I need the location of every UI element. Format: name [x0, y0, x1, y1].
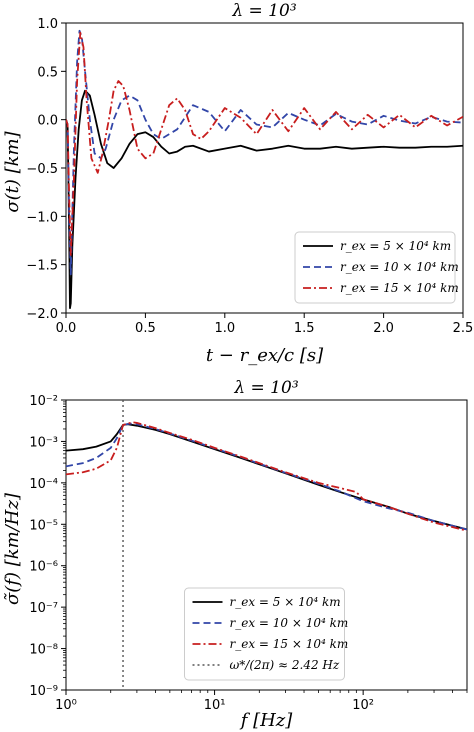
- y-tick-label: 10⁻⁵: [29, 518, 58, 533]
- x-tick-label: 0.5: [135, 321, 156, 336]
- x-tick-label: 2.0: [373, 321, 394, 336]
- legend-box: [294, 231, 456, 304]
- legend-entry-3: r_ex = 15 × 10⁴ km: [230, 637, 349, 651]
- series-group: [66, 421, 467, 532]
- bottom-frequency-domain-plot: 10⁰ 10¹ 10² 10⁻⁹ 10⁻⁸ 10⁻⁷ 10⁻⁶ 10⁻⁵ 10⁻⁴ 10⁻³ 10⁻…: [2, 378, 468, 731]
- y-tick-label: −1.5: [26, 259, 58, 274]
- x-axis-label: f [Hz]: [239, 710, 294, 731]
- legend-entry-3: r_ex = 15 × 10⁴ km: [340, 281, 459, 295]
- y-tick-label: 1.0: [37, 17, 58, 32]
- series-line-3: [66, 421, 467, 532]
- y-tick-label: −1.0: [26, 210, 58, 225]
- y-tick-label: −0.5: [26, 162, 58, 177]
- series-line-2: [66, 422, 467, 531]
- legend: r_ex = 5 × 10⁴ km r_ex = 10 × 10⁴ km r_ex …: [294, 231, 459, 304]
- y-tick-label: 10⁻⁸: [29, 643, 58, 658]
- y-tick-label: 10⁻⁶: [29, 560, 58, 575]
- series-line-1: [66, 89, 463, 310]
- legend: r_ex = 5 × 10⁴ km r_ex = 10 × 10⁴ km r_ex …: [184, 587, 349, 681]
- y-tick-label: −2.0: [26, 307, 58, 322]
- top-time-domain-plot: 0.0 0.5 1.0 1.5 2.0 2.5 −2.0 −1.5 −1.0 −0.5 0.0 0.5…: [2, 1, 473, 366]
- y-tick-label: 10⁻⁷: [29, 601, 58, 616]
- y-tick-label: 0.5: [37, 65, 58, 80]
- series-line-3: [66, 31, 463, 256]
- x-tick-label: 10⁰: [55, 698, 77, 713]
- legend-entry-4: ω*/(2π) ≈ 2.42 Hz: [230, 658, 340, 672]
- y-tick-label: 10⁻³: [29, 435, 58, 450]
- y-tick-label: 0.0: [37, 114, 58, 129]
- y-tick-label: 10⁻²: [29, 394, 58, 409]
- series-group: [66, 29, 463, 310]
- y-tick-label: 10⁻⁴: [29, 477, 58, 492]
- x-tick-label: 2.5: [453, 321, 474, 336]
- plot-frame: [65, 399, 468, 691]
- x-tick-label: 0.0: [56, 321, 77, 336]
- legend-entry-2: r_ex = 10 × 10⁴ km: [230, 616, 349, 630]
- y-axis-label: σ̃(f) [km/Hz]: [2, 492, 23, 605]
- legend-entry-1: r_ex = 5 × 10⁴ km: [230, 595, 341, 609]
- legend-entry-1: r_ex = 5 × 10⁴ km: [340, 239, 451, 253]
- chart-title: λ = 10³: [233, 378, 298, 398]
- x-tick-label: 10¹: [204, 698, 226, 713]
- x-axis-label: t − r_ex/c [s]: [206, 345, 324, 366]
- legend-box: [184, 587, 345, 681]
- x-tick-label: 1.5: [294, 321, 315, 336]
- y-tick-label: 10⁻⁹: [29, 684, 58, 699]
- x-tick-label: 10²: [352, 698, 374, 713]
- legend-entry-2: r_ex = 10 × 10⁴ km: [340, 260, 459, 274]
- chart-title: λ = 10³: [231, 1, 296, 21]
- x-tick-label: 1.0: [214, 321, 235, 336]
- y-axis-label: σ(t) [km]: [2, 130, 23, 212]
